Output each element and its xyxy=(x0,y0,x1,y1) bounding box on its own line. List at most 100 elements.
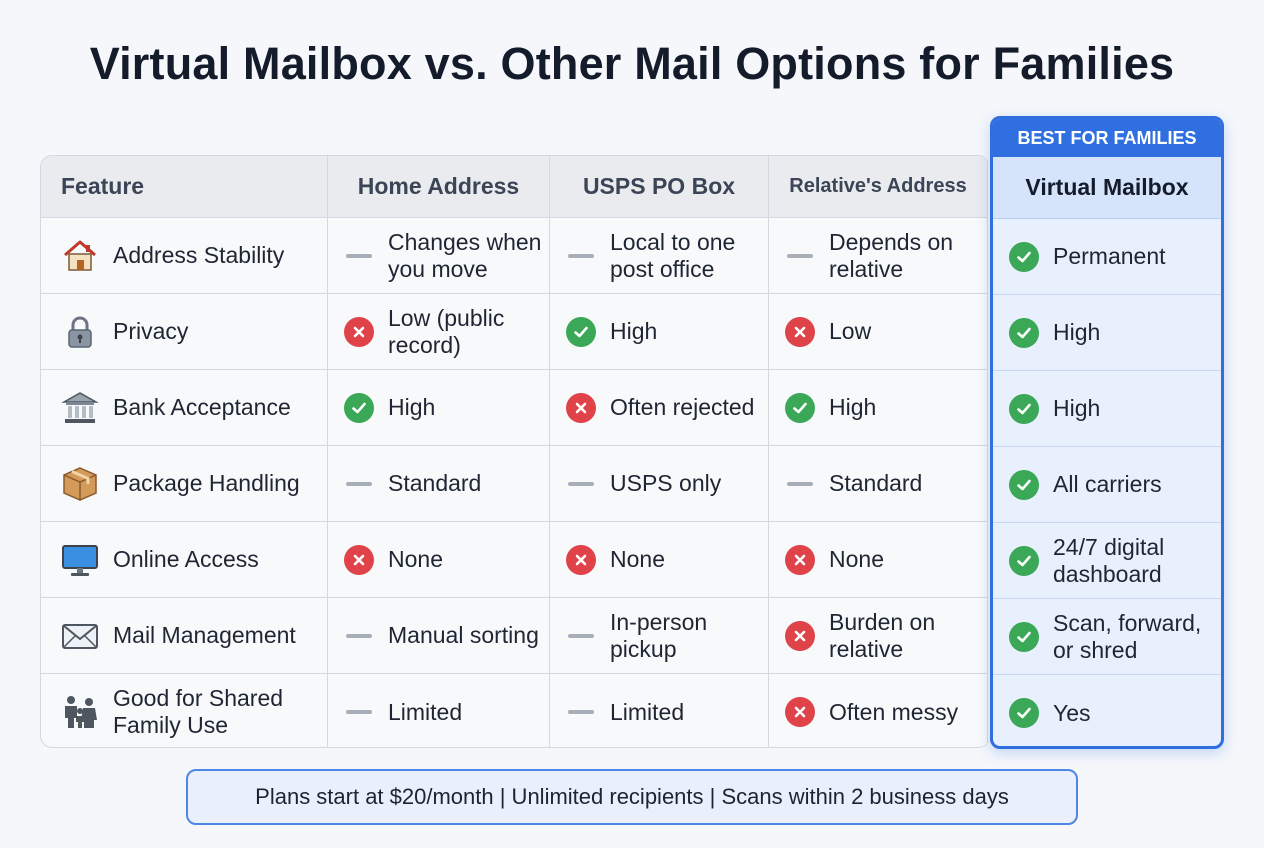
feature-label: Package Handling xyxy=(113,470,300,496)
check-icon xyxy=(344,392,374,423)
po-box-cell-bank-acceptance: Often rejected xyxy=(550,370,769,446)
feature-label: Bank Acceptance xyxy=(113,394,291,420)
dash-icon xyxy=(344,469,374,499)
check-icon xyxy=(1009,469,1039,500)
cell-text: Often messy xyxy=(829,698,959,725)
comparison-table: Feature Home Address USPS PO Box Relativ… xyxy=(40,155,990,748)
dash-icon xyxy=(344,241,374,271)
check-icon xyxy=(1009,621,1039,652)
column-header-home-address: Home Address xyxy=(328,156,550,218)
check-icon xyxy=(1009,393,1039,424)
home-address-cell-mail-management: Manual sorting xyxy=(328,598,550,674)
cell-text: Standard xyxy=(388,470,482,496)
feature-cell-privacy: Privacy xyxy=(41,294,328,370)
cell-text: High xyxy=(1053,395,1101,421)
cell-text: Local to one post office xyxy=(610,228,736,282)
cross-icon xyxy=(785,316,815,347)
cell-text: All carriers xyxy=(1053,471,1162,497)
check-icon xyxy=(1009,545,1039,576)
cross-icon xyxy=(785,620,815,651)
cell-text: High xyxy=(388,394,436,420)
relatives-address-cell-bank-acceptance: High xyxy=(769,370,988,446)
po-box-cell-package-handling: USPS only xyxy=(550,446,769,522)
package-icon xyxy=(59,463,101,505)
feature-cell-package-handling: Package Handling xyxy=(41,446,328,522)
cell-text: Manual sorting xyxy=(388,622,539,648)
dash-icon xyxy=(566,241,596,271)
home-address-cell-privacy: Low (public record) xyxy=(328,294,550,370)
home-address-cell-good-for-shared-family-use: Limited xyxy=(328,674,550,747)
column-header-virtual-mailbox: Virtual Mailbox xyxy=(993,157,1221,219)
dash-icon xyxy=(566,621,596,651)
virtual-mailbox-column: BEST FOR FAMILIES Virtual Mailbox Perman… xyxy=(990,116,1224,749)
po-box-cell-online-access: None xyxy=(550,522,769,598)
virtual-mailbox-cell-online-access: 24/7 digital dashboard xyxy=(993,523,1221,599)
best-for-families-badge: BEST FOR FAMILIES xyxy=(993,119,1221,157)
envelope-icon xyxy=(59,615,101,657)
cell-text: Changes when you move xyxy=(388,228,542,282)
check-icon xyxy=(1009,241,1039,272)
po-box-cell-address-stability: Local to one post office xyxy=(550,218,769,294)
feature-label: Privacy xyxy=(113,318,189,344)
cross-icon xyxy=(566,544,596,575)
dash-icon xyxy=(344,697,374,727)
check-icon xyxy=(1009,317,1039,348)
feature-cell-bank-acceptance: Bank Acceptance xyxy=(41,370,328,446)
cell-text: Standard xyxy=(829,470,923,496)
cell-text: Yes xyxy=(1053,699,1091,726)
relatives-address-cell-online-access: None xyxy=(769,522,988,598)
cross-icon xyxy=(566,392,596,423)
family-icon xyxy=(59,691,101,733)
cell-text: High xyxy=(610,318,658,344)
cross-icon xyxy=(785,697,815,727)
dash-icon xyxy=(344,621,374,651)
feature-cell-online-access: Online Access xyxy=(41,522,328,598)
cell-text: High xyxy=(1053,319,1101,345)
cross-icon xyxy=(785,544,815,575)
cell-text: Burden on relative xyxy=(829,608,936,662)
feature-label: Mail Management xyxy=(113,622,296,648)
home-address-cell-bank-acceptance: High xyxy=(328,370,550,446)
cross-icon xyxy=(344,544,374,575)
cell-text: In-person pickup xyxy=(610,608,708,662)
feature-cell-good-for-shared-family-use: Good for Shared Family Use xyxy=(41,674,328,747)
home-address-cell-address-stability: Changes when you move xyxy=(328,218,550,294)
virtual-mailbox-cell-good-for-shared-family-use: Yes xyxy=(993,675,1221,746)
virtual-mailbox-cell-address-stability: Permanent xyxy=(993,219,1221,295)
page-title: Virtual Mailbox vs. Other Mail Options f… xyxy=(89,38,1175,89)
virtual-mailbox-cell-mail-management: Scan, forward, or shred xyxy=(993,599,1221,675)
cell-text: Low (public record) xyxy=(388,304,505,358)
pricing-footer: Plans start at $20/month | Unlimited rec… xyxy=(186,769,1078,825)
cell-text: USPS only xyxy=(610,470,722,496)
column-header-feature: Feature xyxy=(41,156,328,218)
cell-text: None xyxy=(829,546,884,572)
cell-text: 24/7 digital dashboard xyxy=(1053,533,1165,587)
column-header-relatives-address: Relative's Address xyxy=(769,156,988,218)
dash-icon xyxy=(566,697,596,727)
cell-text: Low xyxy=(829,318,872,344)
relatives-address-cell-good-for-shared-family-use: Often messy xyxy=(769,674,988,747)
cross-icon xyxy=(344,316,374,347)
feature-label: Address Stability xyxy=(113,242,285,268)
cell-text: None xyxy=(388,546,443,572)
cell-text: Permanent xyxy=(1053,243,1166,269)
relatives-address-cell-address-stability: Depends on relative xyxy=(769,218,988,294)
dash-icon xyxy=(566,469,596,499)
virtual-mailbox-cell-package-handling: All carriers xyxy=(993,447,1221,523)
relatives-address-cell-privacy: Low xyxy=(769,294,988,370)
po-box-cell-privacy: High xyxy=(550,294,769,370)
check-icon xyxy=(1009,698,1039,728)
relatives-address-cell-package-handling: Standard xyxy=(769,446,988,522)
check-icon xyxy=(785,392,815,423)
check-icon xyxy=(566,316,596,347)
cell-text: High xyxy=(829,394,877,420)
dash-icon xyxy=(785,241,815,271)
feature-label: Online Access xyxy=(113,546,259,572)
cell-text: Limited xyxy=(388,698,463,725)
feature-cell-address-stability: Address Stability xyxy=(41,218,328,294)
feature-cell-mail-management: Mail Management xyxy=(41,598,328,674)
po-box-cell-good-for-shared-family-use: Limited xyxy=(550,674,769,747)
home-address-cell-online-access: None xyxy=(328,522,550,598)
column-header-po-box: USPS PO Box xyxy=(550,156,769,218)
